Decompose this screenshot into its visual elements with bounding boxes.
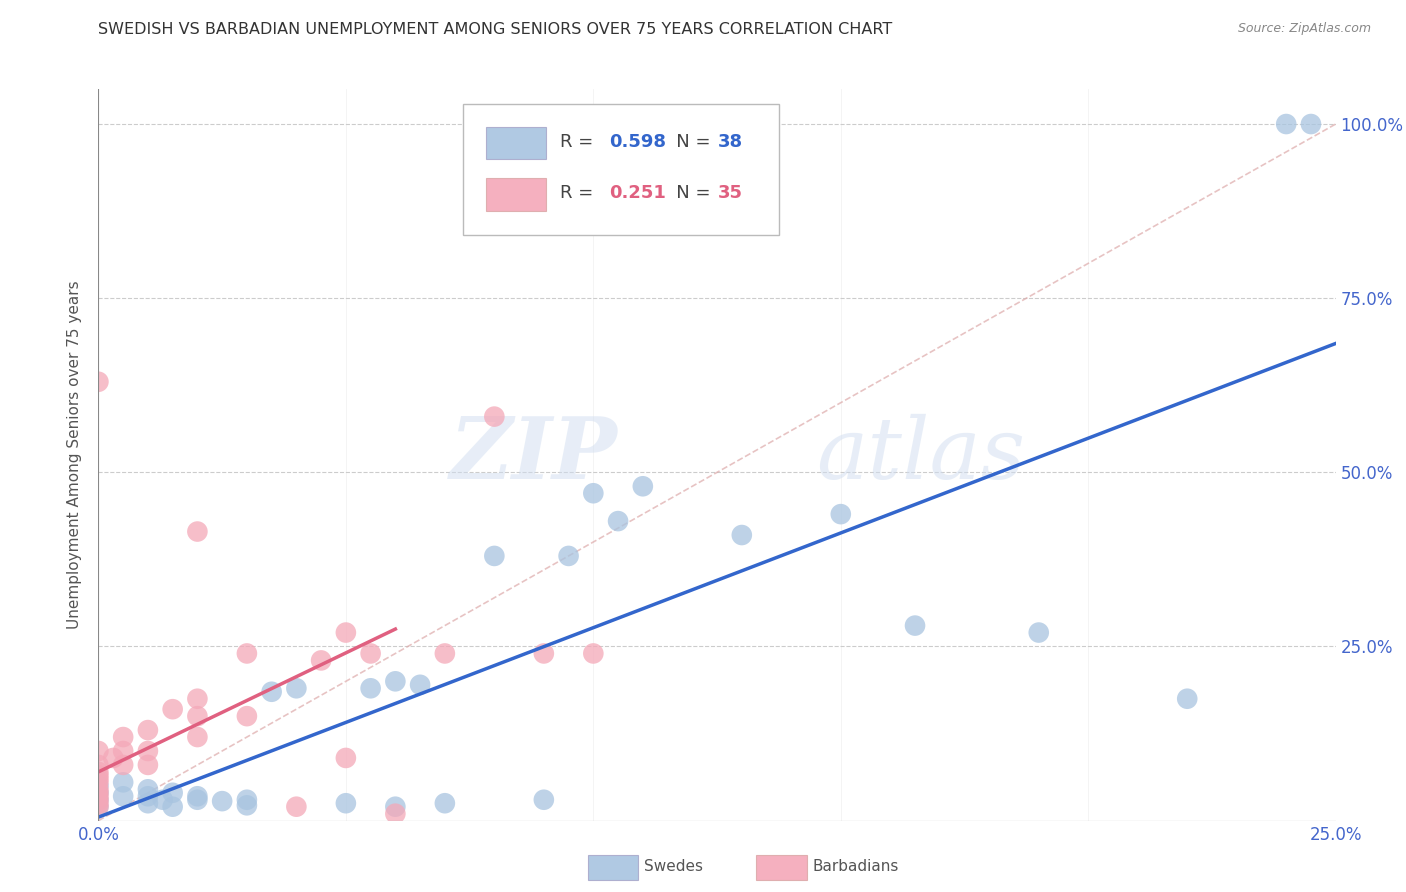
Point [162, 799, 184, 814]
FancyBboxPatch shape [464, 103, 779, 235]
Point [136, 782, 159, 797]
Text: 35: 35 [718, 184, 744, 202]
Text: Barbadians: Barbadians [813, 859, 898, 873]
Point [285, 681, 308, 696]
Point [87, 786, 110, 800]
Point [87, 793, 110, 807]
Point [87, 772, 110, 786]
Point [236, 709, 259, 723]
Point [433, 647, 456, 661]
Point [285, 799, 308, 814]
Text: Source: ZipAtlas.com: Source: ZipAtlas.com [1237, 22, 1371, 36]
Y-axis label: Unemployment Among Seniors over 75 years: Unemployment Among Seniors over 75 years [67, 281, 83, 629]
Text: N =: N = [659, 184, 716, 202]
Point [484, 549, 506, 563]
Point [335, 751, 357, 765]
Point [1299, 117, 1322, 131]
Point [335, 625, 357, 640]
Point [87, 799, 110, 814]
Point [87, 375, 110, 389]
Text: SWEDISH VS BARBADIAN UNEMPLOYMENT AMONG SENIORS OVER 75 YEARS CORRELATION CHART: SWEDISH VS BARBADIAN UNEMPLOYMENT AMONG … [98, 22, 893, 37]
Point [557, 549, 579, 563]
Point [136, 723, 159, 737]
Point [1275, 117, 1298, 131]
Point [112, 744, 135, 758]
Point [87, 799, 110, 814]
Point [87, 786, 110, 800]
FancyBboxPatch shape [485, 178, 547, 211]
Point [186, 691, 208, 706]
Point [1175, 691, 1198, 706]
Point [87, 782, 110, 797]
Point [186, 789, 208, 804]
Point [87, 744, 110, 758]
Point [533, 793, 555, 807]
Point [360, 647, 382, 661]
Point [731, 528, 754, 542]
Text: R =: R = [560, 184, 599, 202]
Text: 38: 38 [718, 133, 744, 151]
Point [360, 681, 382, 696]
Point [484, 409, 506, 424]
Point [186, 730, 208, 744]
Point [236, 793, 259, 807]
Point [186, 524, 208, 539]
Point [87, 775, 110, 789]
Point [582, 486, 605, 500]
Point [631, 479, 654, 493]
Point [136, 744, 159, 758]
Point [186, 709, 208, 723]
Point [211, 794, 233, 808]
Point [236, 647, 259, 661]
Point [162, 702, 184, 716]
Point [162, 786, 184, 800]
Point [87, 789, 110, 804]
Point [103, 751, 125, 765]
Point [904, 618, 927, 632]
Text: Swedes: Swedes [644, 859, 703, 873]
Point [152, 793, 174, 807]
Text: 0.598: 0.598 [609, 133, 666, 151]
Point [136, 796, 159, 810]
Text: atlas: atlas [815, 414, 1025, 496]
Point [533, 647, 555, 661]
Point [384, 674, 406, 689]
Point [309, 653, 332, 667]
Point [136, 789, 159, 804]
Point [112, 758, 135, 772]
Point [582, 647, 605, 661]
Point [87, 779, 110, 793]
Point [87, 758, 110, 772]
Text: R =: R = [560, 133, 599, 151]
Point [112, 730, 135, 744]
Point [236, 798, 259, 813]
Point [384, 799, 406, 814]
Point [87, 764, 110, 779]
Point [87, 793, 110, 807]
Point [186, 793, 208, 807]
Point [607, 514, 630, 528]
Point [1028, 625, 1050, 640]
Point [830, 507, 852, 521]
Point [409, 678, 432, 692]
Point [260, 685, 283, 699]
Point [112, 775, 135, 789]
Text: 0.251: 0.251 [609, 184, 666, 202]
Point [87, 796, 110, 810]
Point [87, 768, 110, 782]
Text: ZIP: ZIP [450, 413, 619, 497]
Point [335, 796, 357, 810]
Point [433, 796, 456, 810]
Point [112, 789, 135, 804]
Point [384, 806, 406, 821]
Text: N =: N = [659, 133, 716, 151]
FancyBboxPatch shape [485, 128, 547, 160]
Point [136, 758, 159, 772]
